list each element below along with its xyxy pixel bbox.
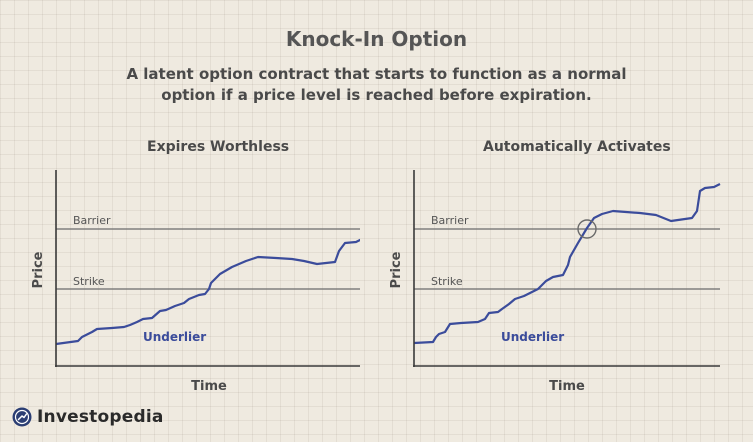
brand-name: Investopedia [37, 407, 164, 427]
y-axis-label: Price [389, 251, 404, 288]
panel-automatically-activates: Automatically Activates Barrier Strike U… [358, 0, 721, 442]
investopedia-logo: Investopedia [12, 407, 164, 427]
underlier-label: Underlier [143, 330, 206, 344]
underlier-line [413, 183, 721, 345]
strike-label: Strike [73, 275, 105, 288]
panel-title: Expires Worthless [147, 139, 290, 155]
chart-automatically-activates: Barrier Strike Underlier Price Time [389, 170, 721, 394]
chart-expires-worthless: Barrier Strike Underlier Price Time [31, 170, 360, 394]
investopedia-logo-icon [12, 407, 32, 427]
underlier-label: Underlier [501, 330, 564, 344]
barrier-label: Barrier [431, 214, 469, 227]
x-axis-label: Time [191, 379, 227, 394]
underlier-line [55, 238, 360, 346]
barrier-touch-marker [577, 219, 597, 239]
y-axis-label: Price [31, 251, 46, 288]
strike-label: Strike [431, 275, 463, 288]
panel-title: Automatically Activates [483, 139, 671, 155]
barrier-label: Barrier [73, 214, 111, 227]
panel-expires-worthless: Expires Worthless Barrier Strike Underli… [0, 0, 360, 442]
x-axis-label: Time [549, 379, 585, 394]
page-subtitle: A latent option contract that starts to … [126, 65, 627, 104]
page-title: Knock-In Option [285, 27, 468, 51]
